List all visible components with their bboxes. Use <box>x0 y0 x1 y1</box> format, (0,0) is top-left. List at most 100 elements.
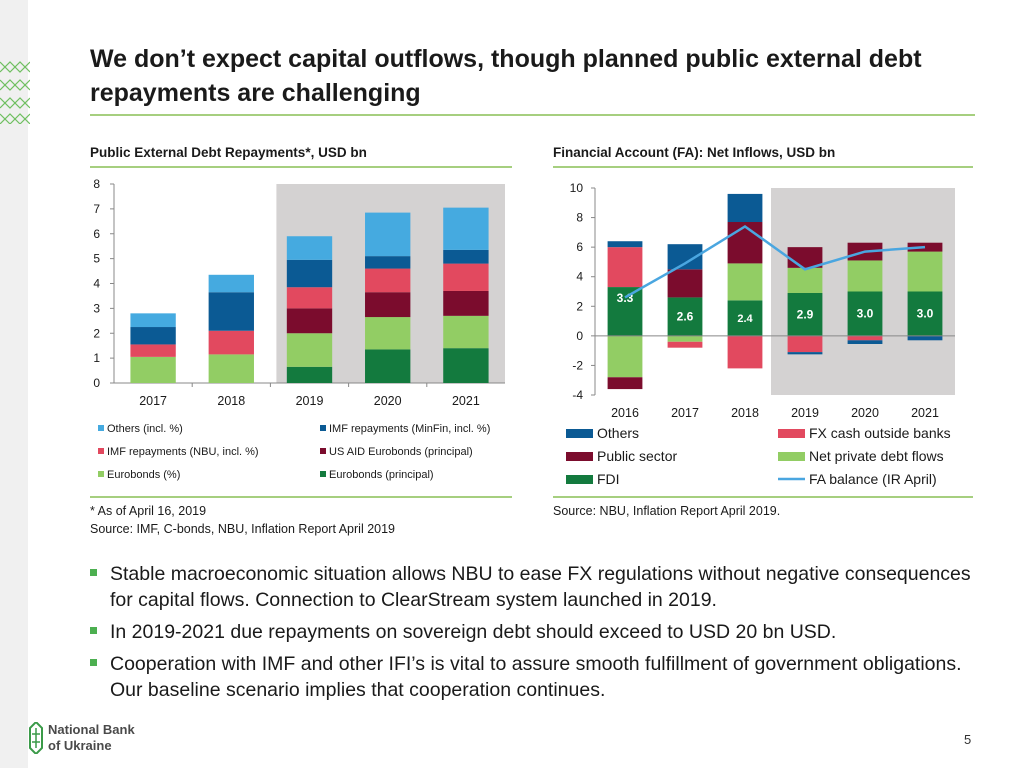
bar-segment <box>365 317 411 350</box>
fa-balance-line <box>624 224 926 299</box>
bar-segment <box>727 193 763 223</box>
bar-segment <box>727 300 763 336</box>
legend-label: Others <box>597 425 639 441</box>
bar-segment <box>130 313 176 328</box>
y-tick-label: 6 <box>576 240 583 254</box>
bar-segment <box>286 259 333 288</box>
y-tick-label: 4 <box>93 277 100 291</box>
legend-swatch <box>98 425 104 431</box>
x-tick-label: 2017 <box>671 406 699 420</box>
y-tick-label: 8 <box>93 177 100 191</box>
legend-label: IMF repayments (MinFin, incl. %) <box>329 423 490 435</box>
bar-segment <box>208 292 254 331</box>
bar-segment <box>443 348 489 383</box>
legend-swatch <box>566 452 593 461</box>
bar-segment <box>286 236 333 260</box>
legend-swatch <box>98 471 104 477</box>
bar-segment <box>727 335 763 369</box>
bar-segment <box>443 207 489 250</box>
bar-segment <box>727 222 763 264</box>
left-chart-bottom-rule <box>90 496 512 498</box>
bar-segment <box>667 269 703 298</box>
fdi-data-label: 2.6 <box>677 310 694 324</box>
x-tick-label: 2021 <box>452 394 480 408</box>
bar-segment <box>130 356 176 383</box>
nbu-logo-icon <box>29 722 43 754</box>
legend-label: US AID Eurobonds (principal) <box>329 446 473 458</box>
legend-swatch <box>98 448 104 454</box>
fdi-data-label: 2.4 <box>737 313 753 325</box>
x-tick-label: 2017 <box>139 394 167 408</box>
x-tick-label: 2021 <box>911 406 939 420</box>
x-tick-label: 2018 <box>217 394 245 408</box>
bar-segment <box>847 291 883 336</box>
bar-segment <box>208 354 254 383</box>
legend-label: Eurobonds (principal) <box>329 469 434 481</box>
bar-segment <box>365 212 411 257</box>
bar-segment <box>847 340 883 344</box>
right-chart-top-rule <box>553 166 973 168</box>
title-divider <box>90 114 975 116</box>
left-chart-top-rule <box>90 166 512 168</box>
bar-segment <box>847 335 883 341</box>
bullet-list: Stable macroeconomic situation allows NB… <box>90 561 990 709</box>
bar-segment <box>667 341 703 348</box>
legend-label: FX cash outside banks <box>809 425 951 441</box>
bar-segment <box>907 291 943 336</box>
bullet-item: In 2019-2021 due repayments on sovereign… <box>90 619 990 645</box>
right-chart-note: Source: NBU, Inflation Report April 2019… <box>553 502 973 520</box>
legend-label: Eurobonds (%) <box>107 469 180 481</box>
bullet-text: In 2019-2021 due repayments on sovereign… <box>110 621 837 643</box>
bar-segment <box>365 349 411 383</box>
x-tick-label: 2016 <box>611 406 639 420</box>
legend-swatch <box>778 452 805 461</box>
bullet-text: Cooperation with IMF and other IFI’s is … <box>110 653 962 701</box>
bar-segment <box>847 260 883 292</box>
bar-segment <box>667 335 703 342</box>
legend-label: Public sector <box>597 448 677 464</box>
bar-segment <box>286 308 333 334</box>
fdi-data-label: 3.0 <box>857 307 874 321</box>
bar-segment <box>443 249 489 264</box>
legend-label: Others (incl. %) <box>107 423 183 435</box>
sidebar-strip <box>0 0 28 768</box>
x-tick-label: 2020 <box>851 406 879 420</box>
bar-segment <box>787 352 823 355</box>
legend-swatch <box>778 429 805 438</box>
bar-segment <box>443 290 489 316</box>
legend-swatch <box>566 429 593 438</box>
legend-swatch <box>320 425 326 431</box>
bar-segment <box>787 335 823 353</box>
x-tick-label: 2020 <box>374 394 402 408</box>
y-tick-label: 8 <box>576 211 583 225</box>
fdi-data-label: 2.9 <box>797 307 814 321</box>
bar-segment <box>787 267 823 293</box>
logo-text: National Bank of Ukraine <box>48 722 135 754</box>
x-tick-label: 2019 <box>791 406 819 420</box>
bar-segment <box>787 292 823 336</box>
y-tick-label: 2 <box>576 299 583 313</box>
bullet-item: Cooperation with IMF and other IFI’s is … <box>90 651 990 703</box>
bar-segment <box>365 256 411 269</box>
bar-segment <box>365 292 411 318</box>
slide-title: We don’t expect capital outflows, though… <box>90 45 922 107</box>
bar-segment <box>607 247 643 288</box>
x-tick-label: 2018 <box>731 406 759 420</box>
legend-swatch <box>566 475 593 484</box>
left-chart-note: * As of April 16, 2019 Source: IMF, C-bo… <box>90 502 530 538</box>
y-tick-label: -4 <box>572 388 583 402</box>
bar-segment <box>286 366 333 383</box>
bar-segment <box>286 333 333 367</box>
legend-label: FDI <box>597 471 620 487</box>
x-tick-label: 2019 <box>296 394 324 408</box>
legend-swatch <box>320 448 326 454</box>
legend-label: FA balance (IR April) <box>809 471 937 487</box>
left-chart: 0 1 2 3 4 5 6 7 8 2017 2018 2019 2020 2021 Others (inc… <box>93 177 505 481</box>
y-tick-label: 7 <box>93 202 100 216</box>
right-note-source: Source: NBU, Inflation Report April 2019… <box>553 504 781 518</box>
bar-segment <box>607 335 643 378</box>
bar-segment <box>667 297 703 336</box>
left-chart-heading: Public External Debt Repayments*, USD bn <box>90 145 367 160</box>
bar-segment <box>130 344 176 357</box>
bar-segment <box>365 268 411 293</box>
